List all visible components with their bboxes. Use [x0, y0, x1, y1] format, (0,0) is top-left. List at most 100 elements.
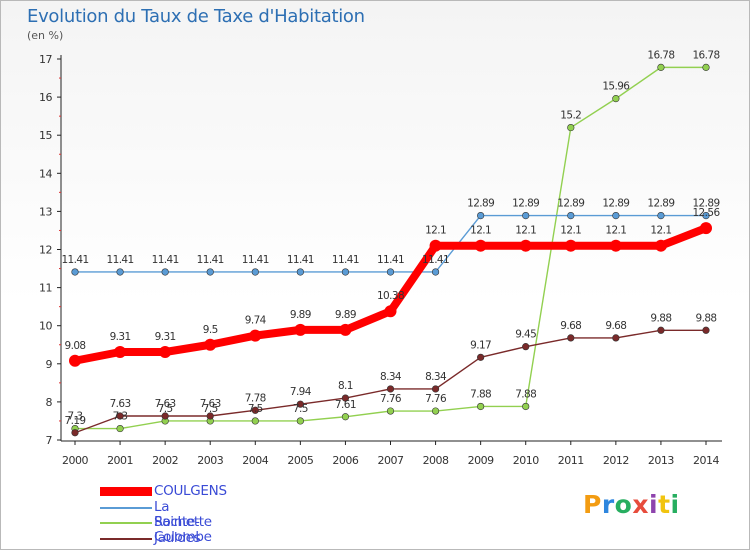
- data-label: 9.45: [515, 329, 536, 341]
- data-point: [564, 239, 577, 252]
- data-label: 12.1: [515, 225, 536, 237]
- data-point: [702, 63, 710, 71]
- data-label: 12.1: [605, 225, 626, 237]
- data-label: 8.1: [338, 380, 353, 392]
- data-label: 7.5: [248, 403, 263, 415]
- data-label: 12.1: [425, 225, 446, 237]
- data-label: 9.74: [245, 315, 267, 327]
- data-point: [69, 354, 81, 367]
- data-label: 11.41: [152, 254, 179, 266]
- data-label: 11.41: [377, 254, 404, 266]
- data-label: 9.88: [650, 312, 671, 324]
- data-label: 9.89: [335, 309, 356, 321]
- data-point: [477, 211, 485, 220]
- data-point: [431, 385, 440, 393]
- data-point: [204, 338, 217, 351]
- data-point: [702, 326, 710, 334]
- data-label: 9.08: [65, 340, 86, 352]
- data-label: 12.56: [692, 207, 720, 219]
- y-tick-label: 7: [46, 434, 53, 447]
- data-label: 7.5: [293, 403, 308, 415]
- data-point: [386, 268, 395, 276]
- x-tick-label: 2012: [603, 454, 629, 467]
- logo-letter: i: [670, 490, 680, 519]
- data-point: [519, 239, 532, 252]
- data-point: [341, 394, 350, 402]
- data-label: 7.94: [290, 386, 312, 398]
- data-point: [657, 326, 665, 334]
- data-point: [339, 323, 352, 336]
- data-label: 7.3: [68, 411, 83, 423]
- legend-label-la-rochette: La Rochette: [154, 498, 212, 530]
- data-label: 11.41: [197, 254, 224, 266]
- data-label: 10.38: [377, 290, 404, 302]
- data-label: 9.89: [290, 309, 311, 321]
- data-label: 12.89: [692, 198, 719, 210]
- data-point: [116, 412, 124, 420]
- data-label: 8.34: [380, 371, 402, 383]
- x-tick-label: 2000: [62, 454, 88, 467]
- data-label: 11.41: [61, 254, 88, 266]
- data-point: [206, 268, 214, 276]
- data-point: [251, 268, 259, 276]
- data-label: 7.61: [335, 399, 356, 411]
- data-point: [251, 417, 259, 425]
- data-label: 9.31: [110, 331, 131, 343]
- data-label: 11.41: [332, 254, 359, 266]
- data-point: [477, 402, 485, 411]
- data-point: [522, 211, 530, 220]
- data-point: [654, 239, 667, 252]
- data-point: [431, 407, 440, 415]
- chart-title: Evolution du Taux de Taxe d'Habitation: [27, 6, 365, 27]
- proxiti-logo: Proxiti: [583, 490, 680, 519]
- data-point: [612, 95, 620, 103]
- data-point: [522, 402, 530, 411]
- logo-letter: r: [601, 490, 615, 519]
- legend-swatch-jauldes: [100, 537, 152, 540]
- x-tick-label: 2010: [513, 454, 539, 467]
- data-label: 7.3: [113, 411, 128, 423]
- data-label: 16.78: [647, 49, 674, 61]
- data-label: 11.41: [107, 254, 134, 266]
- x-tick-label: 2005: [287, 454, 313, 467]
- legend-label-sainte-colombe: Sainte-Colombe: [154, 514, 212, 545]
- y-tick-label: 15: [39, 129, 52, 142]
- data-label: 9.68: [605, 320, 626, 332]
- data-label: 7.78: [245, 392, 266, 404]
- data-point: [474, 239, 487, 252]
- logo-letter: o: [614, 490, 633, 519]
- legend-label-jauldes: Jauldes: [154, 529, 201, 546]
- data-label: 15.2: [560, 110, 581, 122]
- data-label: 16.78: [692, 49, 719, 61]
- data-label: 12.89: [602, 198, 629, 210]
- y-tick-label: 13: [39, 205, 52, 218]
- data-label: 12.89: [647, 198, 674, 210]
- logo-letter: t: [658, 490, 671, 519]
- x-tick-label: 2011: [558, 454, 584, 467]
- data-point: [702, 211, 710, 220]
- legend-label-coulgens: COULGENS: [154, 483, 227, 499]
- data-label: 9.68: [560, 320, 581, 332]
- data-label: 7.63: [200, 398, 221, 410]
- data-point: [296, 400, 304, 408]
- data-label: 9.5: [203, 324, 218, 336]
- data-point: [161, 268, 169, 276]
- data-label: 7.19: [65, 415, 86, 427]
- data-label: 11.41: [422, 254, 449, 266]
- data-label: 12.89: [467, 198, 494, 210]
- data-label: 11.41: [242, 254, 269, 266]
- legend-swatch-coulgens: [100, 487, 152, 496]
- data-point: [116, 424, 124, 433]
- legend-swatch-sainte-colombe: [100, 522, 152, 524]
- data-label: 7.76: [425, 393, 447, 405]
- data-point: [431, 268, 440, 276]
- x-tick-label: 2007: [378, 454, 404, 467]
- data-point: [159, 345, 172, 358]
- y-tick-label: 10: [39, 320, 52, 333]
- data-point: [386, 407, 395, 415]
- data-point: [341, 268, 350, 276]
- x-tick-label: 2013: [648, 454, 674, 467]
- data-label: 9.31: [155, 331, 176, 343]
- y-tick-label: 16: [39, 91, 52, 104]
